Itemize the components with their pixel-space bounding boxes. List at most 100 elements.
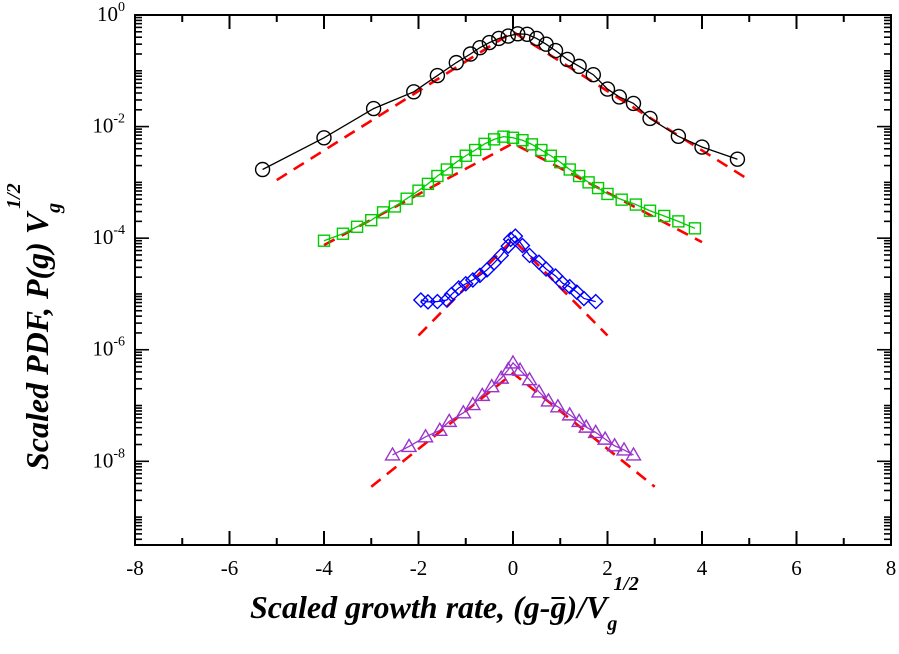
data-point: [431, 421, 448, 436]
data-point: [563, 163, 576, 176]
data-point: [540, 392, 557, 407]
x-tick-label: 6: [791, 556, 802, 580]
fit-line: [276, 30, 750, 182]
data-point: [554, 155, 567, 169]
data-point: [429, 293, 446, 310]
x-tick-label: -2: [410, 556, 428, 580]
data-point: [450, 279, 467, 296]
y-tick-label: 10-2: [92, 112, 125, 138]
data-point: [421, 177, 435, 191]
series-square: [317, 130, 702, 247]
y-tick-labels: 100 10-2 10-4 10-6 10-8: [92, 0, 125, 472]
data-point: [438, 291, 455, 308]
data-point: [606, 437, 623, 452]
data-point: [429, 67, 446, 84]
data-point: [316, 130, 332, 146]
data-point: [672, 215, 685, 228]
data-point: [336, 227, 350, 240]
data-point: [585, 67, 602, 83]
data-point: [694, 139, 710, 155]
data-point: [596, 430, 614, 445]
data-point: [376, 206, 390, 219]
data-point: [611, 89, 628, 105]
x-axis-title-gbar: g: [549, 589, 566, 625]
data-point: [521, 371, 538, 386]
series-line: [262, 33, 738, 171]
data-point: [629, 198, 643, 211]
x-axis-title: Scaled growth rate, (g-g)/Vg1/2: [250, 573, 639, 635]
data-point: [350, 220, 364, 233]
data-point: [575, 290, 592, 307]
x-tick-label: -8: [126, 556, 144, 580]
data-point: [601, 187, 614, 201]
x-tick-label: -6: [221, 556, 239, 580]
x-tick-label: 8: [886, 556, 897, 580]
series-circle: [254, 26, 746, 178]
data-point: [572, 169, 586, 183]
plot-frame: [134, 14, 892, 546]
series-line: [323, 135, 696, 242]
data-point: [510, 26, 526, 42]
x-tick-label: 2: [602, 556, 613, 580]
data-point: [365, 100, 382, 117]
data-point: [502, 231, 519, 248]
data-point: [688, 222, 702, 235]
data-point: [507, 228, 524, 245]
series-line: [392, 361, 634, 456]
data-point: [519, 26, 535, 43]
data-point: [254, 161, 271, 178]
data-point: [388, 200, 402, 213]
data-point: [491, 30, 507, 47]
data-point: [538, 261, 555, 277]
data-point: [516, 133, 529, 147]
data-point: [440, 163, 454, 176]
data-point: [478, 137, 491, 151]
data-point: [599, 81, 616, 97]
data-point: [400, 438, 418, 453]
data-point: [511, 361, 529, 376]
data-point: [615, 193, 628, 206]
data-point: [497, 130, 510, 143]
data-point: [431, 169, 444, 183]
series-diamond: [412, 228, 604, 310]
data-point: [625, 95, 642, 112]
data-point: [521, 247, 538, 264]
data-point: [625, 446, 642, 461]
data-series: [254, 26, 746, 461]
data-point: [544, 149, 557, 162]
data-point: [400, 192, 413, 205]
data-point: [455, 404, 472, 419]
y-tick-label: 100: [97, 0, 125, 26]
data-point: [571, 58, 587, 75]
data-point: [365, 213, 378, 227]
data-point: [549, 398, 567, 413]
data-point: [481, 34, 498, 51]
y-tick-label: 10-4: [92, 223, 125, 249]
data-point: [464, 271, 481, 288]
data-point: [412, 184, 425, 197]
data-point: [406, 84, 422, 100]
x-tick-label: 4: [697, 556, 708, 580]
data-point: [500, 28, 516, 44]
y-tick-label: 10-6: [92, 335, 125, 361]
data-point: [504, 354, 522, 369]
data-point: [547, 42, 564, 59]
data-point: [554, 275, 571, 292]
data-point: [471, 267, 488, 284]
fit-lines: [276, 30, 750, 488]
y-tick-label: 10-8: [92, 446, 125, 472]
data-point: [317, 234, 331, 247]
x-tick-label: -4: [315, 556, 333, 580]
data-point: [642, 110, 658, 127]
data-point: [570, 412, 588, 428]
axis-ticks: [134, 14, 892, 545]
series-line: [420, 235, 596, 303]
data-point: [615, 441, 633, 456]
data-point: [457, 275, 474, 292]
data-point: [384, 446, 401, 461]
data-point: [729, 151, 746, 167]
data-point: [506, 131, 520, 144]
data-point: [670, 128, 687, 144]
data-point: [528, 30, 545, 47]
